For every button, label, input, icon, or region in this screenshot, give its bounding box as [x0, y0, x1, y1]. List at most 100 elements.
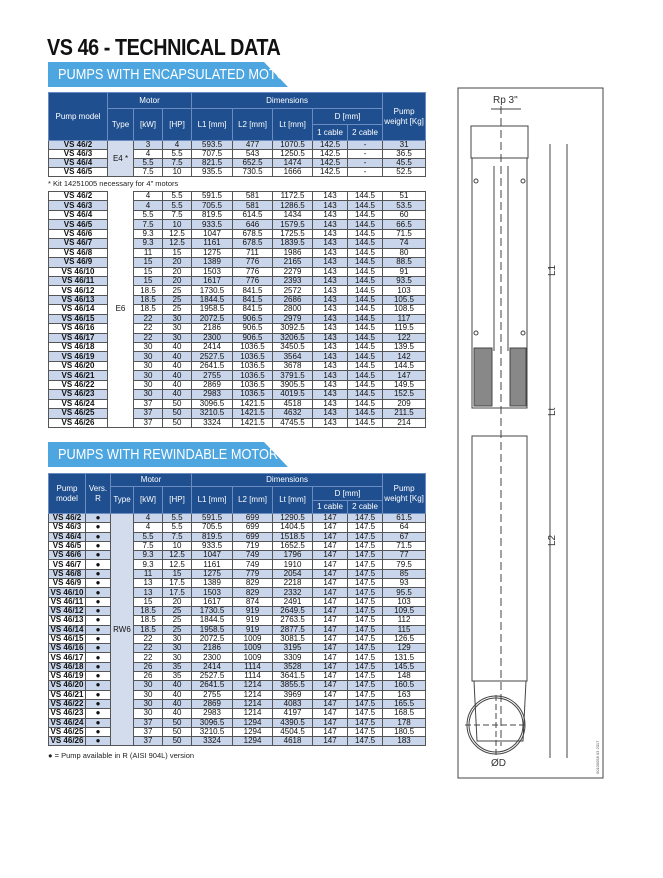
cell-model: VS 46/8	[48, 568, 86, 580]
cell-l1: 3210.5	[191, 726, 234, 738]
cell-d-1-cable: 147	[312, 512, 349, 524]
version-r-dot-icon: ●	[85, 680, 111, 691]
cell-weight: 31	[382, 140, 427, 150]
table-row: VS 46/24 ● 37 50 3096.5 1294 4390.5 147 147.5 178	[48, 717, 427, 728]
cell-d-2-cable: -	[347, 149, 384, 159]
col-weight: Pump weight [Kg]	[382, 92, 427, 141]
cell-l1: 3096.5	[191, 398, 233, 410]
cell-kw: 9.3	[133, 559, 163, 570]
cell-l1: 1958.5	[191, 304, 233, 315]
cell-l2: 1421.5	[232, 417, 273, 428]
col-l2: L2 [mm]	[232, 486, 274, 514]
col-dimensions: Dimensions	[191, 92, 384, 109]
cell-lt: 4518	[272, 398, 313, 410]
cell-weight: 88.5	[382, 257, 426, 268]
cell-model: VS 46/18	[48, 341, 108, 353]
cell-model: VS 46/3	[48, 200, 108, 211]
cell-model: VS 46/23	[48, 708, 86, 719]
cell-kw: 18.5	[133, 285, 163, 296]
cell-d-1-cable: 147	[312, 671, 349, 682]
col-vers-r: Vers. R	[85, 473, 111, 514]
cell-d-1-cable: 142.5	[312, 167, 349, 177]
cell-lt: 3641.5	[272, 671, 314, 682]
cell-hp: 20	[162, 275, 192, 287]
cell-d-2-cable: 147.5	[347, 680, 384, 691]
cell-d-2-cable: 147.5	[347, 540, 384, 552]
cell-weight: 71.5	[382, 228, 426, 240]
cell-lt: 3206.5	[272, 332, 313, 344]
lt-label: Lt	[547, 407, 558, 416]
table-row: VS 46/4 5.5 7.5 821.5 652.5 1474 142.5-45.5	[48, 158, 427, 168]
cell-l2: 919	[232, 624, 274, 635]
cell-hp: 5.5	[162, 190, 192, 202]
cell-weight: 115	[382, 624, 427, 635]
cell-hp: 30	[161, 643, 193, 654]
cell-l2: 1294	[232, 736, 274, 747]
cell-hp: 30	[161, 633, 193, 645]
cell-d-2-cable: 147.5	[347, 615, 384, 626]
version-r-dot-icon: ●	[85, 578, 111, 589]
cell-l1: 1389	[191, 578, 234, 589]
cell-d-2-cable: 144.5	[347, 370, 383, 381]
cell-l1: 707.5	[191, 149, 234, 159]
col-hp: [HP]	[161, 108, 193, 141]
cell-d-2-cable: 147.5	[347, 726, 384, 738]
cell-hp: 15	[162, 247, 192, 259]
cell-d-2-cable: 147.5	[347, 587, 384, 598]
cell-kw: 11	[133, 568, 163, 580]
table-row: VS 46/13 ● 18.5 25 1844.5 919 2763.5 147 147.5 11…	[48, 615, 427, 626]
cell-model: VS 46/10	[48, 266, 108, 277]
cell-d-1-cable: 143	[312, 190, 348, 202]
table-row: VS 46/5 7.5 10 933.5 646 1579.5 143 144.5 66.5	[48, 219, 426, 230]
cell-lt: 1404.5	[272, 522, 314, 533]
cell-d-1-cable: 147	[312, 605, 349, 617]
cell-l2: 1214	[232, 708, 274, 719]
cell-d-2-cable: 144.5	[347, 351, 383, 362]
cell-d-2-cable: -	[347, 158, 384, 168]
table-row: VS 46/7 9.3 12.5 1161 678.5 1839.5 143 144.5 74	[48, 238, 426, 249]
col-motor: Motor	[109, 473, 193, 487]
table-row: VS 46/3 4 5.5 707.5 543 1250.5 142.5-36.5	[48, 149, 427, 159]
cell-d-2-cable: 147.5	[347, 531, 384, 542]
cell-model: VS 46/15	[48, 633, 86, 645]
cell-hp: 10	[161, 540, 193, 552]
cell-lt: 4618	[272, 736, 314, 747]
cell-l2: 581	[232, 190, 273, 202]
cell-d-1-cable: 143	[312, 408, 348, 419]
cell-hp: 7.5	[162, 209, 192, 221]
col-l2: L2 [mm]	[232, 108, 274, 141]
cell-model: VS 46/26	[48, 417, 108, 428]
cell-weight: 66.5	[382, 219, 426, 230]
cell-l2: 1036.5	[232, 370, 273, 381]
table-row: VS 46/12 ● 18.5 25 1730.5 919 2649.5 147 147.5 10…	[48, 605, 427, 617]
cell-lt: 3969	[272, 689, 314, 700]
cell-model: VS 46/13	[48, 615, 86, 626]
section-banner-rewindable: PUMPS WITH REWINDABLE MOTOR	[48, 442, 288, 467]
cell-weight: 108.5	[382, 304, 426, 315]
l1-label: L1	[547, 264, 558, 276]
cell-motor-type: E4 *	[107, 140, 134, 177]
cell-model: VS 46/4	[48, 158, 108, 168]
version-r-dot-icon: ●	[85, 643, 111, 654]
cell-l2: 614.5	[232, 209, 273, 221]
col-hp: [HP]	[161, 486, 193, 514]
cell-lt: 1070.5	[272, 140, 314, 150]
cell-l1: 1161	[191, 238, 233, 249]
cell-d-1-cable: 143	[312, 275, 348, 287]
cell-kw: 5.5	[133, 158, 163, 168]
cell-l1: 1275	[191, 568, 234, 580]
cell-hp: 20	[162, 257, 192, 268]
cell-d-1-cable: 147	[312, 633, 349, 645]
cell-l1: 1730.5	[191, 605, 234, 617]
col-l1: L1 [mm]	[191, 108, 234, 141]
table-row: VS 46/21 ● 30 40 2755 1214 3969 147 147.5 163	[48, 689, 427, 700]
cell-l1: 933.5	[191, 219, 233, 230]
cell-d-1-cable: 143	[312, 398, 348, 410]
cell-d-2-cable: 147.5	[347, 559, 384, 570]
cell-d-1-cable: 147	[312, 717, 349, 728]
cell-d-1-cable: 147	[312, 624, 349, 635]
col-lt: Lt [mm]	[272, 108, 314, 141]
cell-weight: 145.5	[382, 661, 427, 673]
cell-hp: 25	[162, 304, 192, 315]
cell-kw: 15	[133, 275, 163, 287]
